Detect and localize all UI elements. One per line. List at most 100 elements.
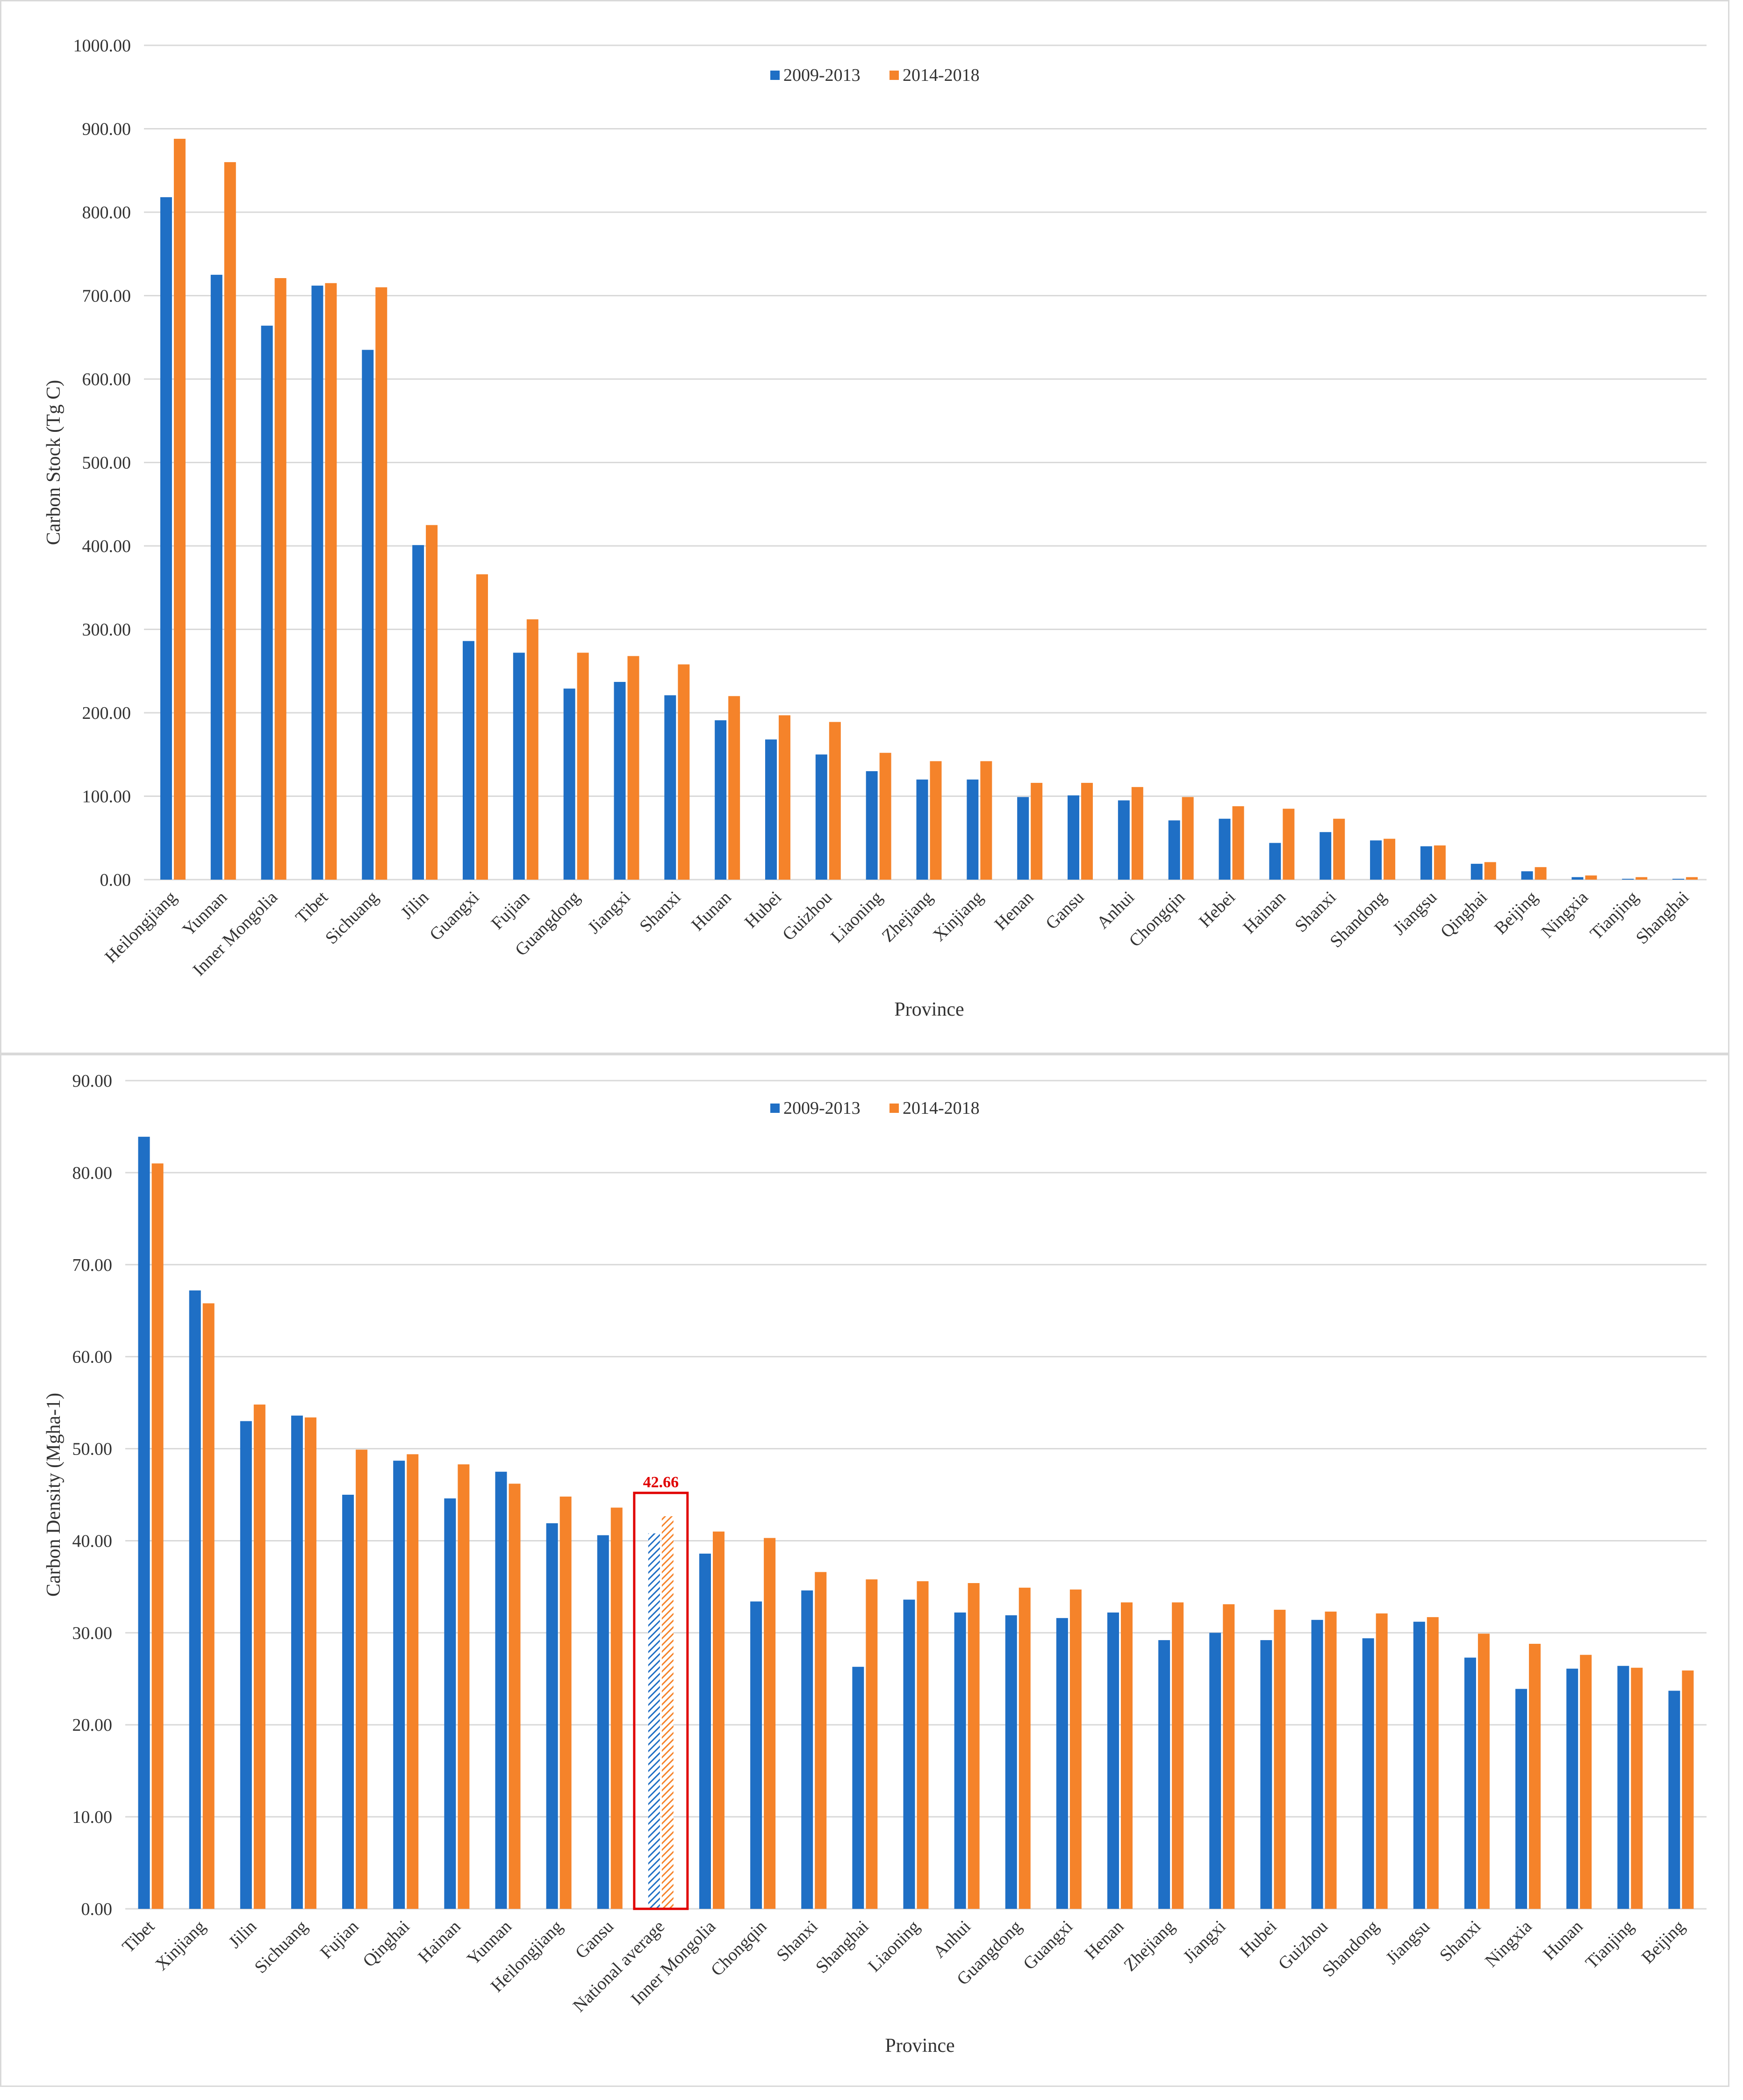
bar-guizhou-2014-2018 xyxy=(1325,1612,1337,1909)
bar-heilongjiang-2009-2013 xyxy=(160,197,172,880)
bar-xinjiang-2014-2018 xyxy=(202,1303,215,1909)
x-tick-label: Tianjing xyxy=(1582,1917,1638,1973)
x-tick-label: Tibet xyxy=(292,887,332,927)
legend-swatch-2014-2018 xyxy=(889,1104,899,1113)
bar-guangdong-2014-2018 xyxy=(577,652,589,880)
legend-label-2014-2018: 2014-2018 xyxy=(903,1098,980,1118)
bar-tianjing-2014-2018 xyxy=(1635,877,1648,880)
bar-yunnan-2009-2013 xyxy=(495,1471,507,1909)
bar-shanghai-2014-2018 xyxy=(1686,877,1698,880)
x-tick-label: Jilin xyxy=(225,1917,260,1952)
bar-xinjiang-2014-2018 xyxy=(980,761,992,880)
bar-ningxia-2014-2018 xyxy=(1585,875,1597,880)
bar-chongqin-2009-2013 xyxy=(1168,820,1180,880)
bar-zhejiang-2014-2018 xyxy=(1172,1602,1184,1909)
bar-jiangxi-2014-2018 xyxy=(1223,1604,1235,1909)
bar-hunan-2009-2013 xyxy=(1566,1669,1578,1909)
y-tick-label: 50.00 xyxy=(72,1440,113,1459)
x-tick-label: Guangxi xyxy=(1019,1917,1076,1974)
y-tick-label: 800.00 xyxy=(82,203,131,222)
bar-ningxia-2009-2013 xyxy=(1571,877,1584,880)
y-tick-label: 70.00 xyxy=(72,1255,113,1275)
bar-jilin-2014-2018 xyxy=(426,525,438,880)
x-tick-label: Hubei xyxy=(741,888,785,932)
bar-fujian-2014-2018 xyxy=(356,1449,368,1909)
bar-sichuang-2009-2013 xyxy=(362,350,374,880)
bar-liaoning-2014-2018 xyxy=(879,753,891,880)
x-tick-label: Hunan xyxy=(1539,1917,1586,1964)
bar-inner-mongolia-2014-2018 xyxy=(274,278,287,880)
bar-inner-mongolia-2014-2018 xyxy=(712,1531,724,1909)
x-tick-label: Liaoning xyxy=(827,888,886,947)
bar-fujian-2014-2018 xyxy=(526,619,538,880)
x-tick-label: Shanghai xyxy=(1632,888,1693,948)
bar-shanxi-2014-2018 xyxy=(815,1572,827,1909)
x-tick-label: Ningxia xyxy=(1537,888,1592,942)
legend-swatch-2009-2013 xyxy=(770,1104,780,1113)
x-tick-label: National average xyxy=(569,1917,668,2016)
x-tick-label: Sichuang xyxy=(251,1917,312,1978)
y-tick-label: 0.00 xyxy=(81,1899,113,1919)
bar-tibet-2014-2018 xyxy=(325,283,337,880)
bar-gansu-2014-2018 xyxy=(1081,782,1093,880)
y-tick-label: 20.00 xyxy=(72,1715,113,1735)
x-tick-label: Zhejiang xyxy=(878,888,937,946)
bar-guizhou-2014-2018 xyxy=(829,722,841,880)
x-tick-label: Jiangsu xyxy=(1382,1917,1434,1968)
bar-beijing-2014-2018 xyxy=(1535,867,1547,880)
bar-tianjing-2009-2013 xyxy=(1622,879,1634,880)
bar-henan-2009-2013 xyxy=(1107,1613,1119,1909)
y-tick-label: 100.00 xyxy=(82,787,131,807)
x-tick-label: Anhui xyxy=(1093,888,1138,933)
bar-qinghai-2014-2018 xyxy=(1484,862,1496,880)
bar-guangxi-2009-2013 xyxy=(462,641,474,880)
bar-yunnan-2009-2013 xyxy=(210,274,222,880)
bar-heilongjiang-2014-2018 xyxy=(173,138,186,880)
x-tick-label: Chongqin xyxy=(1125,888,1189,951)
bar-tianjing-2009-2013 xyxy=(1617,1666,1629,1909)
x-tick-label: Jilin xyxy=(397,888,432,923)
x-axis-title: Province xyxy=(885,2035,954,2057)
bar-shanxi-2014-2018 xyxy=(1333,818,1345,880)
bar-hainan-2009-2013 xyxy=(444,1498,456,1909)
bar-sichuang-2014-2018 xyxy=(304,1417,316,1909)
x-tick-label: Gansu xyxy=(572,1917,617,1963)
bar-liaoning-2014-2018 xyxy=(917,1581,929,1909)
bar-anhui-2009-2013 xyxy=(1118,800,1130,880)
bar-beijing-2014-2018 xyxy=(1682,1670,1694,1909)
x-tick-label: Guizhou xyxy=(779,888,836,945)
bar-sichuang-2014-2018 xyxy=(375,287,387,880)
bar-ningxia-2014-2018 xyxy=(1529,1643,1541,1909)
y-axis-title: Carbon Stock (Tg C) xyxy=(43,380,65,545)
carbon-density-chart-panel: 0.00 10.00 20.00 30.00 40.00 50.00 60.00 70.00 8… xyxy=(0,1054,1729,2087)
bar-anhui-2014-2018 xyxy=(1131,787,1143,880)
bar-shandong-2014-2018 xyxy=(1376,1613,1388,1909)
bar-guangdong-2009-2013 xyxy=(1005,1615,1017,1909)
y-tick-label: 90.00 xyxy=(72,1071,113,1091)
x-tick-label: Fujian xyxy=(488,888,533,933)
bar-shandong-2009-2013 xyxy=(1370,840,1382,880)
bar-anhui-2009-2013 xyxy=(954,1613,966,1909)
bar-qinghai-2009-2013 xyxy=(1470,864,1483,880)
bar-gansu-2009-2013 xyxy=(1068,795,1080,880)
x-tick-label: Guangxi xyxy=(426,888,483,945)
bar-hubei-2014-2018 xyxy=(778,715,790,880)
bar-gansu-2014-2018 xyxy=(610,1507,623,1909)
bar-anhui-2014-2018 xyxy=(968,1583,980,1909)
bar-fujian-2009-2013 xyxy=(342,1495,354,1909)
x-tick-label: Gansu xyxy=(1042,888,1088,933)
x-tick-label: Sichuang xyxy=(322,888,382,948)
y-tick-label: 200.00 xyxy=(82,703,131,723)
bar-tibet-2014-2018 xyxy=(151,1163,164,1909)
x-tick-label: Shanxi xyxy=(636,888,684,936)
bar-zhejiang-2009-2013 xyxy=(916,779,928,880)
bar-guangxi-2014-2018 xyxy=(476,574,488,880)
bar-shanxi-2009-2013 xyxy=(1320,832,1332,880)
bar-jiangsu-2014-2018 xyxy=(1434,845,1446,880)
bar-jiangsu-2009-2013 xyxy=(1420,846,1432,880)
x-tick-label: Tibet xyxy=(118,1916,158,1957)
x-tick-label: Shandong xyxy=(1326,888,1390,952)
bar-guangdong-2014-2018 xyxy=(1019,1587,1031,1909)
bar-jilin-2009-2013 xyxy=(412,545,424,880)
x-tick-label: Jiangsu xyxy=(1389,888,1441,939)
